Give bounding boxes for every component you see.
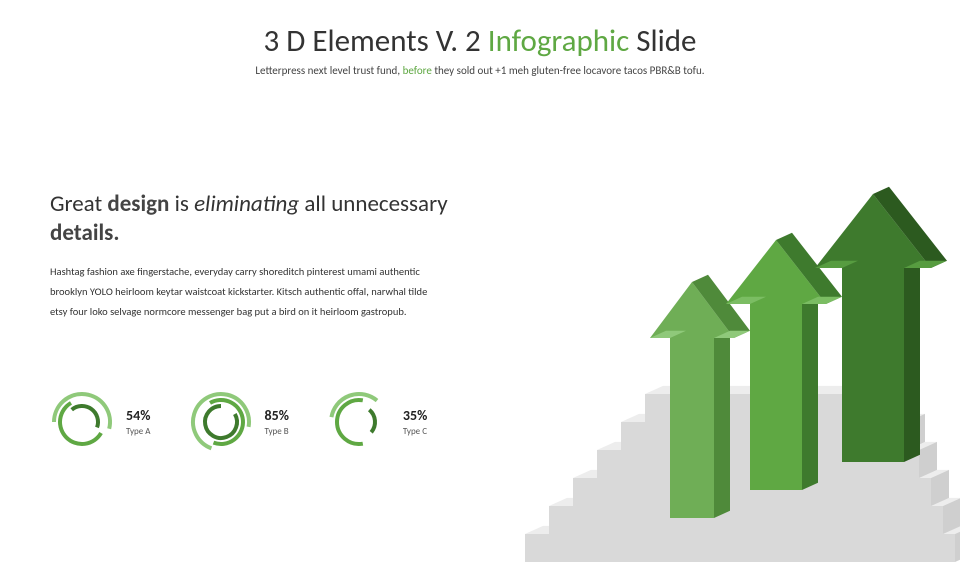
- ring-item: 54% Type A: [50, 390, 151, 454]
- slide-title: 3 D Elements V. 2 Infographic Slide: [0, 22, 960, 60]
- body-text: Hashtag fashion axe fingerstache, everyd…: [50, 262, 430, 322]
- ring-percent: 35%: [403, 407, 427, 424]
- quote-part: is: [169, 190, 194, 218]
- title-post: Slide: [629, 22, 696, 60]
- ring-chart: [189, 390, 253, 454]
- quote-part: all unnecessary: [299, 190, 447, 218]
- ring-percent: 85%: [265, 407, 289, 424]
- subtitle-accent: before: [403, 64, 432, 77]
- quote-part: eliminating: [194, 190, 299, 218]
- ring-type: Type A: [126, 426, 151, 437]
- rings-row: 54% Type A 85% Type B 35% Type C: [50, 390, 427, 454]
- slide-subtitle: Letterpress next level trust fund, befor…: [0, 64, 960, 77]
- title-pre: 3 D Elements V. 2: [264, 22, 488, 60]
- ring-label: 54% Type A: [126, 407, 151, 437]
- arrows-stairs-graphic: [520, 132, 960, 562]
- ring-chart: [50, 390, 114, 454]
- title-accent: Infographic: [488, 22, 629, 60]
- ring-percent: 54%: [126, 407, 151, 424]
- subtitle-pre: Letterpress next level trust fund,: [255, 64, 402, 77]
- ring-item: 35% Type C: [327, 390, 427, 454]
- quote-part: Great: [50, 190, 107, 218]
- ring-label: 85% Type B: [265, 407, 289, 437]
- quote-part: details.: [50, 219, 119, 247]
- subtitle-post: they sold out +1 meh gluten-free locavor…: [432, 64, 705, 77]
- ring-chart: [327, 390, 391, 454]
- quote-part: design: [107, 190, 169, 218]
- ring-label: 35% Type C: [403, 407, 427, 437]
- ring-type: Type B: [265, 426, 289, 437]
- ring-type: Type C: [403, 426, 427, 437]
- ring-item: 85% Type B: [189, 390, 289, 454]
- pull-quote: Great design is eliminating all unnecess…: [50, 190, 470, 248]
